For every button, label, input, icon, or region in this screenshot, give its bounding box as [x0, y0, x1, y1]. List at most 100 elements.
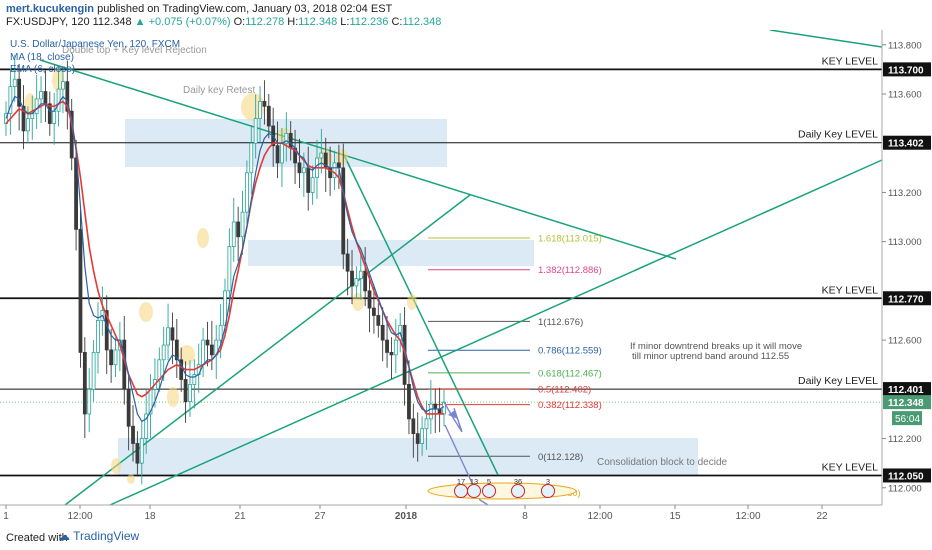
- highlight-marker: [407, 294, 417, 310]
- flag-icon[interactable]: [511, 484, 525, 498]
- low-value: 112.236: [349, 16, 389, 28]
- candle-body: [354, 278, 359, 287]
- candle-body: [179, 359, 184, 380]
- projection-down-arrow: [444, 424, 489, 506]
- ema-legend: EMA (6, close): [10, 64, 75, 75]
- key-level-lines: KEY LEVEL Daily Key LEVEL KEY LEVEL Daily K…: [0, 55, 882, 477]
- candle-body: [161, 344, 166, 361]
- candle-body: [205, 339, 210, 346]
- candle-body: [301, 167, 306, 174]
- candle-body: [43, 91, 48, 105]
- flag-icon[interactable]: [454, 484, 468, 498]
- key-level-label: Daily Key LEVEL: [798, 375, 878, 387]
- time-tick-label: 27: [314, 511, 326, 522]
- candle-body: [113, 349, 118, 366]
- chart-legend: U.S. Dollar/Japanese Yen, 120, FXCM MA (…: [10, 39, 180, 75]
- fib-level-label: 0.786(112.559): [538, 346, 602, 357]
- highlight-marker: [127, 474, 135, 484]
- candle-body: [350, 270, 354, 287]
- consolidation-zone: [118, 438, 698, 476]
- time-tick-label: 2018: [395, 511, 418, 522]
- time-axis: 1 12:00 18 21 27 2018 8 12:00 15 12:00 22: [0, 504, 882, 522]
- flag-icon[interactable]: [467, 484, 481, 498]
- price-label-box: [883, 382, 931, 397]
- ema-line: [5, 95, 445, 423]
- time-tick-label: 21: [234, 511, 246, 522]
- price-label-box: [883, 62, 931, 77]
- price-chart[interactable]: KEY LEVEL Daily Key LEVEL KEY LEVEL Daily K…: [0, 30, 932, 524]
- candle-body: [345, 253, 350, 272]
- trend-line: [109, 159, 883, 506]
- candle-body: [82, 352, 87, 415]
- event-count: 36: [514, 477, 522, 486]
- candle-body: [258, 100, 262, 120]
- candle-body: [393, 339, 398, 356]
- time-tick-label: 22: [816, 511, 828, 522]
- candle-body: [420, 428, 425, 444]
- tradingview-logo[interactable]: ☁ TradingView: [58, 529, 140, 543]
- candle-body: [332, 162, 337, 179]
- candle-body: [411, 418, 416, 435]
- instrument-label: U.S. Dollar/Japanese Yen, 120, FXCM: [10, 39, 180, 50]
- fib-level-label: 1(112.676): [538, 317, 583, 328]
- symbol-label: FX:USDJPY, 120: [6, 16, 90, 28]
- candle-body: [8, 86, 13, 115]
- fib-level-label: 1.618(113.015): [538, 233, 602, 244]
- author-link[interactable]: mert.kucukengin: [6, 3, 95, 15]
- candle-body: [188, 384, 192, 403]
- economic-events: 17 13 5 36 3: [427, 477, 577, 500]
- candle-body: [135, 443, 140, 464]
- flag-icon[interactable]: [541, 484, 555, 498]
- ma-line: [5, 100, 444, 415]
- open-value: 112.278: [245, 16, 285, 28]
- price-tick-label: 113.600: [888, 89, 922, 100]
- footer: Created with ☁ TradingView: [0, 524, 932, 550]
- event-count: 17: [457, 477, 465, 486]
- key-level-label: KEY LEVEL: [822, 461, 879, 473]
- candle-body: [56, 88, 61, 112]
- candle-body: [341, 167, 346, 255]
- candle-body: [201, 339, 206, 366]
- candle-body: [433, 403, 438, 410]
- candle-body: [170, 327, 175, 341]
- high-value: 112.348: [298, 16, 338, 28]
- highlight-marker: [139, 302, 153, 322]
- flag-icon[interactable]: [482, 484, 496, 498]
- low-label: L:: [340, 16, 350, 28]
- candle-body: [367, 290, 372, 309]
- price-tick-label: 112.600: [888, 336, 922, 347]
- key-level-label: KEY LEVEL: [822, 55, 879, 67]
- candle-body: [376, 315, 381, 326]
- annotation-breakout-2: till minor uptrend band around 112.55: [632, 351, 789, 362]
- price-label-box: [883, 468, 931, 483]
- countdown-box: [892, 411, 922, 426]
- candle-body: [284, 132, 289, 144]
- event-count: 13: [470, 477, 478, 486]
- price-change: +0.075 (+0.07%): [148, 16, 231, 28]
- candle-body: [131, 425, 135, 444]
- up-arrow-icon: ▲: [134, 16, 146, 28]
- candle-body: [424, 418, 429, 430]
- candle-body: [30, 113, 35, 120]
- time-tick-label: 12:00: [587, 511, 612, 522]
- price-label-box: [883, 291, 931, 306]
- candle-body: [52, 110, 57, 124]
- fib-level-label: 0.382(112.338): [538, 400, 602, 411]
- candle-body: [358, 270, 363, 279]
- candle-body: [126, 388, 131, 427]
- key-level-label: KEY LEVEL: [822, 284, 879, 296]
- publish-info: published on TradingView.com, January 03…: [97, 3, 393, 15]
- candle-body: [380, 324, 385, 341]
- candle-body: [139, 438, 144, 464]
- candle-body: [39, 91, 43, 100]
- candle-body: [192, 374, 197, 385]
- candle-body: [236, 221, 241, 238]
- price-tick-label: 113.000: [888, 237, 922, 248]
- publish-line: mert.kucukengin published on TradingView…: [6, 3, 392, 15]
- chart-header: mert.kucukengin published on TradingView…: [0, 0, 932, 30]
- ohlc-line: FX:USDJPY, 120 112.348 ▲ +0.075 (+0.07%)…: [6, 16, 441, 28]
- open-label: O:: [233, 16, 246, 28]
- high-label: H:: [287, 16, 299, 28]
- candle-body: [25, 118, 30, 132]
- projection-up-arrow: [443, 401, 463, 433]
